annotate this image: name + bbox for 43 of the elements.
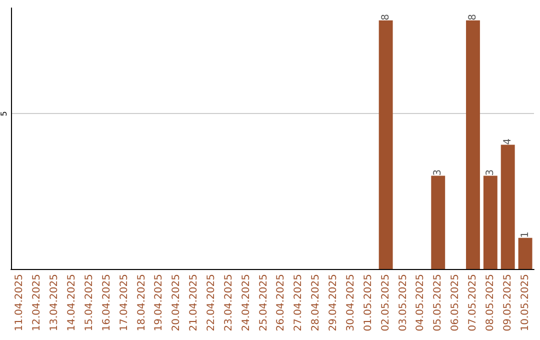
- data-label: 1: [520, 232, 531, 238]
- x-tick-label: 18.04.2025: [136, 274, 148, 332]
- x-tick-label: 06.05.2025: [450, 274, 462, 332]
- x-tick-label: 02.05.2025: [380, 274, 392, 332]
- x-tick-label: 05.05.2025: [432, 274, 444, 332]
- x-tick-label: 12.04.2025: [32, 274, 43, 332]
- x-tick-label: 03.05.2025: [398, 274, 409, 332]
- bar: [378, 20, 393, 269]
- bar: [518, 238, 532, 269]
- x-tick-label: 28.04.2025: [310, 274, 322, 332]
- data-label: 4: [502, 138, 514, 145]
- x-tick-label: 29.04.2025: [328, 274, 340, 332]
- data-label: 3: [432, 169, 444, 176]
- x-tick-label: 04.05.2025: [415, 274, 426, 332]
- x-tick-label: 16.04.2025: [101, 274, 112, 332]
- x-tick-label: 27.04.2025: [293, 274, 304, 332]
- x-tick-label: 08.05.2025: [484, 274, 496, 332]
- data-label: 3: [484, 169, 496, 176]
- data-label: 8: [467, 14, 478, 20]
- x-tick-label: 10.05.2025: [520, 274, 531, 332]
- data-label: 8: [380, 14, 392, 20]
- bar: [500, 144, 515, 269]
- bar: [431, 176, 446, 269]
- x-tick-label: 20.04.2025: [171, 274, 182, 332]
- x-tick-label: 07.05.2025: [467, 274, 478, 332]
- y-tick-label: 5: [0, 111, 8, 116]
- x-tick-label: 22.04.2025: [206, 274, 217, 332]
- x-tick-label: 01.05.2025: [362, 274, 374, 332]
- x-tick-label: 30.04.2025: [345, 274, 356, 332]
- x-tick-label: 14.04.2025: [66, 274, 78, 332]
- x-tick-label: 13.04.2025: [49, 274, 60, 332]
- x-tick-label: 19.04.2025: [154, 274, 165, 332]
- x-tick-label: 23.04.2025: [223, 274, 234, 332]
- x-tick-label: 26.04.2025: [276, 274, 287, 332]
- x-tick-label: 11.04.2025: [14, 274, 26, 332]
- x-tick-label: 21.04.2025: [188, 274, 200, 332]
- x-tick-label: 17.04.2025: [118, 274, 130, 332]
- x-tick-label: 09.05.2025: [502, 274, 514, 332]
- bar: [483, 176, 498, 269]
- bar: [466, 20, 480, 269]
- x-tick-label: 15.04.2025: [84, 274, 95, 332]
- x-tick-label: 24.04.2025: [240, 274, 252, 332]
- x-tick-label: 25.04.2025: [258, 274, 270, 332]
